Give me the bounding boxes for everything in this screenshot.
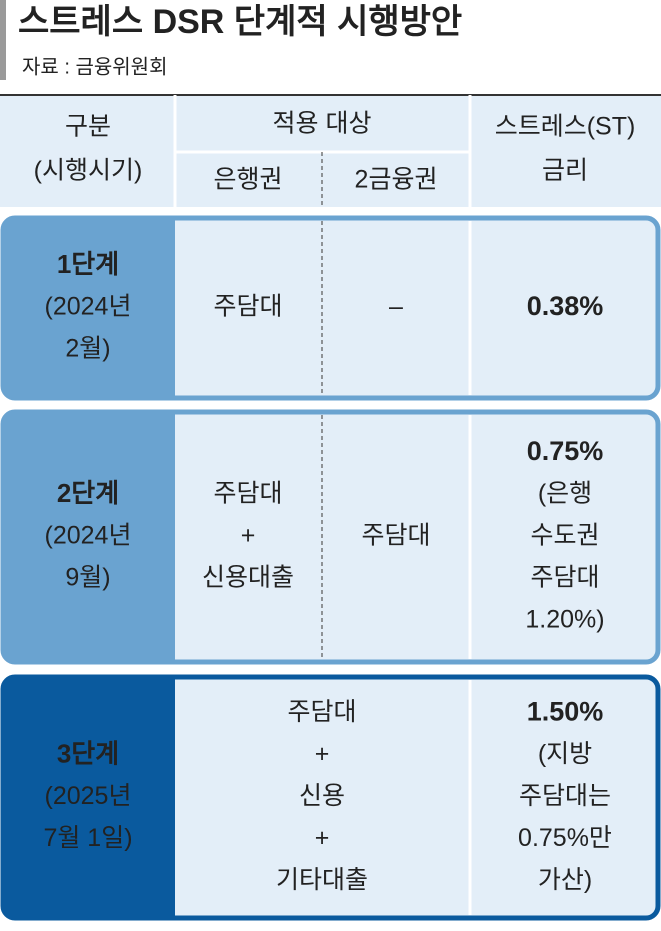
stage-cell <box>3 218 175 398</box>
cell-text: 기타대출 <box>276 866 368 894</box>
period: 9월) <box>65 564 110 592</box>
cell-text: 신용대출 <box>202 564 294 592</box>
rate-text: 1.50% <box>527 697 604 727</box>
rate-text: (은행 <box>538 480 592 508</box>
header-cell: 2금융권 <box>355 166 438 194</box>
cell-text: + <box>241 522 256 550</box>
header-cell: 스트레스(ST) <box>495 113 636 141</box>
stage: 2단계 <box>57 478 119 508</box>
cell-text: – <box>389 293 403 321</box>
period: 2월) <box>65 335 110 363</box>
source: 자료 : 금융위원회 <box>22 55 167 78</box>
rate-text: 1.20%) <box>525 606 604 634</box>
title-bar <box>0 0 6 80</box>
period: 7월 1일) <box>43 824 132 852</box>
cell-text: + <box>315 824 330 852</box>
header-cell: 적용 대상 <box>273 110 372 138</box>
title: 스트레스 DSR 단계적 시행방안 <box>18 3 462 41</box>
cell-text: 주담대 <box>361 522 430 550</box>
stage-cell <box>3 412 175 662</box>
cell-text: 주담대 <box>213 293 282 321</box>
rate-text: 가산) <box>538 866 592 894</box>
period: (2024년 <box>45 522 132 550</box>
rate-text: 주담대는 <box>519 782 611 810</box>
cell-text: + <box>315 740 330 768</box>
period: (2025년 <box>45 782 132 810</box>
rate-text: 0.75% <box>527 436 604 466</box>
header-cell: 구분 <box>65 113 111 141</box>
rate-text: 수도권 <box>530 522 599 550</box>
cell-text: 주담대 <box>287 698 356 726</box>
rate-text: 0.75%만 <box>518 824 612 852</box>
stage: 1단계 <box>57 249 119 279</box>
cell-text: 신용 <box>299 782 345 810</box>
header-cell: 은행권 <box>213 166 282 194</box>
stage: 3단계 <box>57 738 119 768</box>
stage-cell <box>3 677 175 918</box>
header-cell: 금리 <box>542 157 588 185</box>
rate-text: 0.38% <box>527 291 604 321</box>
rate-text: (지방 <box>538 740 592 768</box>
period: (2024년 <box>45 293 132 321</box>
header-cell: (시행시기) <box>34 157 143 185</box>
cell-text: 주담대 <box>213 480 282 508</box>
rate-text: 주담대 <box>530 564 599 592</box>
